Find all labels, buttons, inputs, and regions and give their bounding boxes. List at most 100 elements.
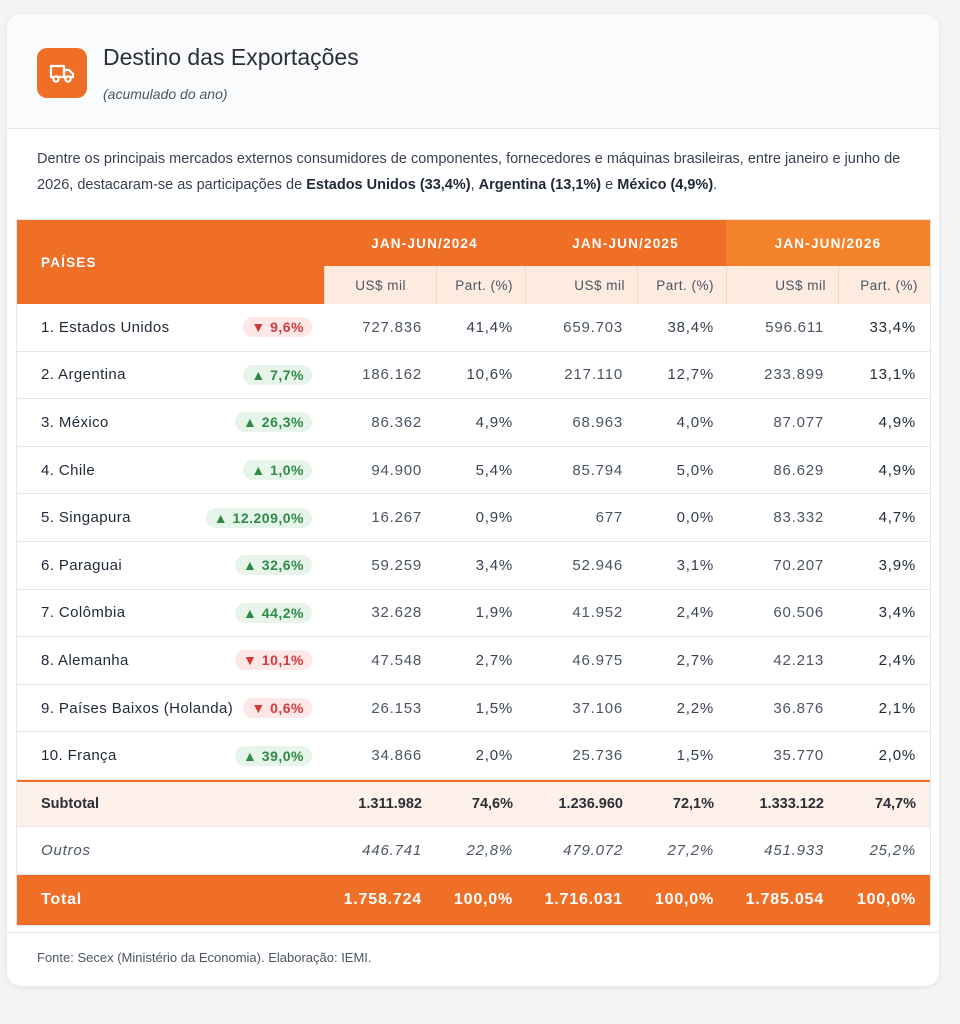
- value-2025: 37.106: [572, 699, 623, 717]
- share-2026: 4,9%: [878, 461, 916, 479]
- table-row: 2. Argentina ▲ 7,7% 186.162 10,6% 217.110 12,…: [17, 352, 930, 400]
- value-2026: 35.770: [773, 747, 824, 765]
- subtotal-row: Subtotal 1.311.982 74,6% 1.236.960 72,1%…: [17, 779, 930, 827]
- change-badge: ▼ 9,6%: [243, 317, 312, 338]
- change-badge: ▲ 12.209,0%: [205, 507, 312, 528]
- col-header-2024-label: JAN-JUN/2024: [324, 220, 525, 266]
- intro-highlight-mexico: México (4,9%): [617, 177, 714, 193]
- outros-share-2025: 27,2%: [667, 841, 714, 859]
- change-badge: ▲ 39,0%: [235, 745, 312, 766]
- intro-separator: e: [601, 177, 618, 193]
- total-share-2024: 100,0%: [453, 890, 513, 908]
- value-2024: 26.153: [371, 699, 422, 717]
- footer-divider: [7, 932, 939, 933]
- table-row: 6. Paraguai ▲ 32,6% 59.259 3,4% 52.946 3,1% 70…: [17, 542, 930, 590]
- intro-text: Dentre os principais mercados externos c…: [37, 151, 901, 193]
- share-2026: 4,7%: [878, 509, 916, 527]
- share-2024: 2,7%: [475, 651, 513, 669]
- value-2026: 83.332: [773, 509, 824, 527]
- table-subheader-row: US$ mil Part. (%) US$ mil Part. (%) US$ …: [17, 266, 930, 304]
- value-2026: 87.077: [773, 413, 824, 431]
- table-row: 5. Singapura ▲ 12.209,0% 16.267 0,9% 677 0,0%…: [17, 494, 930, 542]
- change-badge: ▲ 7,7%: [243, 364, 312, 385]
- share-2024: 2,0%: [475, 747, 513, 765]
- change-badge: ▲ 26,3%: [235, 412, 312, 433]
- country-name: 5. Singapura: [41, 509, 131, 527]
- subtotal-value-2025: 1.236.960: [558, 795, 623, 812]
- share-2026: 3,9%: [878, 556, 916, 574]
- subtotal-share-2026: 74,7%: [874, 795, 916, 812]
- subheader-value-2025: US$ mil: [525, 266, 637, 304]
- value-2024: 34.866: [371, 747, 422, 765]
- share-2024: 41,4%: [466, 318, 513, 336]
- page-title: Destino das Exportações: [103, 44, 359, 70]
- value-2026: 596.611: [765, 318, 824, 336]
- change-badge-cell: ▲ 12.209,0%: [167, 494, 312, 541]
- share-2025: 1,5%: [676, 747, 714, 765]
- change-badge-cell: ▲ 44,2%: [167, 590, 312, 637]
- outros-value-2026: 451.933: [764, 841, 824, 859]
- share-2024: 10,6%: [466, 366, 513, 384]
- value-2026: 36.876: [773, 699, 824, 717]
- value-2024: 94.900: [371, 461, 422, 479]
- total-value-2024: 1.758.724: [343, 890, 422, 908]
- share-2025: 2,2%: [676, 699, 714, 717]
- intro-separator: ,: [470, 177, 479, 193]
- share-2026: 2,1%: [878, 699, 916, 717]
- subheader-share-2025: Part. (%): [637, 266, 726, 304]
- value-2026: 233.899: [764, 366, 824, 384]
- country-name: 9. Países Baixos (Holanda): [41, 699, 234, 717]
- country-name: 2. Argentina: [41, 366, 126, 384]
- col-header-countries: PAÍSES: [17, 220, 324, 304]
- share-2024: 3,4%: [475, 556, 513, 574]
- share-2026: 4,9%: [878, 413, 916, 431]
- value-2025: 68.963: [572, 413, 623, 431]
- value-2026: 60.506: [773, 604, 824, 622]
- change-badge: ▲ 44,2%: [235, 602, 312, 623]
- intro-highlight-usa: Estados Unidos (33,4%): [306, 177, 471, 193]
- col-header-2026: JAN-JUN/2026: [726, 220, 930, 266]
- country-name: 10. França: [41, 747, 117, 765]
- outros-share-2026: 25,2%: [869, 841, 916, 859]
- subheader-label: Part. (%): [860, 277, 918, 293]
- share-2025: 0,0%: [676, 509, 714, 527]
- change-badge: ▲ 32,6%: [235, 555, 312, 576]
- outros-row: Outros 446.741 22,8% 479.072 27,2% 451.9…: [17, 827, 930, 875]
- value-2024: 59.259: [371, 556, 422, 574]
- table-row: 8. Alemanha ▼ 10,1% 47.548 2,7% 46.975 2,7% 42…: [17, 637, 930, 685]
- value-2024: 32.628: [371, 604, 422, 622]
- subheader-label: US$ mil: [775, 277, 826, 293]
- subtotal-share-2024: 74,6%: [471, 795, 513, 812]
- table-row: 3. México ▲ 26,3% 86.362 4,9% 68.963 4,0% 87.0…: [17, 399, 930, 447]
- subheader-label: Part. (%): [656, 277, 714, 293]
- share-2026: 33,4%: [869, 318, 916, 336]
- change-badge-cell: ▼ 9,6%: [167, 304, 312, 351]
- value-2026: 86.629: [773, 461, 824, 479]
- change-badge-cell: ▲ 39,0%: [167, 732, 312, 779]
- subheader-value-2024: US$ mil: [324, 266, 436, 304]
- share-2025: 38,4%: [667, 318, 714, 336]
- period-label: JAN-JUN/2026: [774, 235, 882, 251]
- subheader-value-2026: US$ mil: [726, 266, 838, 304]
- outros-label: Outros: [41, 841, 91, 859]
- table-row: 1. Estados Unidos ▼ 9,6% 727.836 41,4% 659.7…: [17, 304, 930, 352]
- share-2026: 2,4%: [878, 651, 916, 669]
- table-row: 9. Países Baixos (Holanda) ▼ 0,6% 26.153 1,…: [17, 685, 930, 733]
- value-2025: 52.946: [572, 556, 623, 574]
- table-row: 7. Colômbia ▲ 44,2% 32.628 1,9% 41.952 2,4% 60…: [17, 590, 930, 638]
- subtotal-label: Subtotal: [41, 795, 99, 812]
- value-2024: 16.267: [371, 509, 422, 527]
- source-note: Fonte: Secex (Ministério da Economia). E…: [37, 950, 372, 965]
- share-2026: 3,4%: [878, 604, 916, 622]
- page-subtitle: (acumulado do ano): [103, 86, 228, 102]
- total-value-2026: 1.785.054: [745, 890, 824, 908]
- subheader-share-2026: Part. (%): [838, 266, 930, 304]
- share-2026: 13,1%: [869, 366, 916, 384]
- subheader-label: US$ mil: [574, 277, 625, 293]
- share-2024: 1,9%: [475, 604, 513, 622]
- change-badge: ▲ 1,0%: [243, 460, 312, 481]
- share-2025: 3,1%: [676, 556, 714, 574]
- value-2024: 47.548: [371, 651, 422, 669]
- table-body: 1. Estados Unidos ▼ 9,6% 727.836 41,4% 659.7…: [17, 304, 930, 780]
- total-share-2026: 100,0%: [856, 890, 916, 908]
